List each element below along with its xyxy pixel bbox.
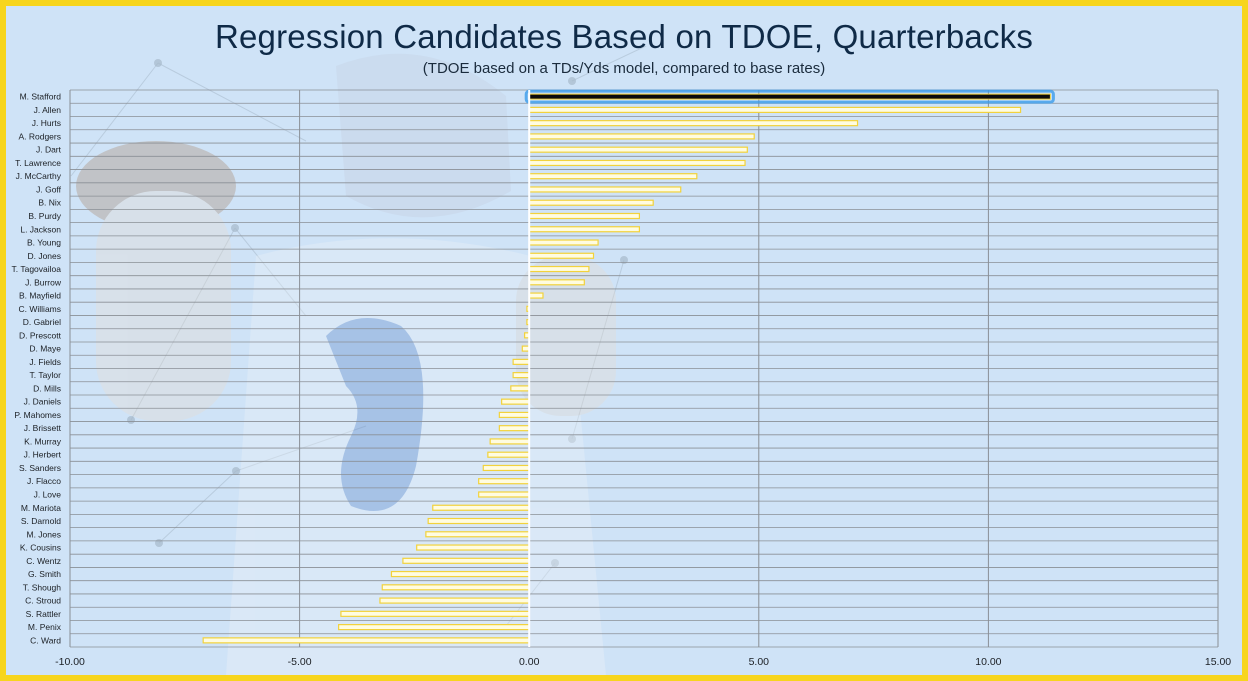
bar — [390, 570, 530, 578]
category-label: K. Cousins — [20, 543, 61, 553]
category-label: K. Murray — [24, 436, 62, 446]
bar — [512, 372, 530, 379]
bar — [528, 173, 698, 180]
bar — [528, 159, 746, 167]
category-label: J. Flacco — [27, 476, 61, 486]
bar — [381, 584, 530, 591]
category-label: J. Hurts — [32, 118, 61, 128]
bar — [202, 637, 530, 644]
category-label: J. Dart — [36, 145, 62, 155]
bar — [427, 517, 530, 525]
category-label: M. Penix — [28, 622, 62, 632]
bar — [528, 252, 595, 259]
category-label: P. Mahomes — [14, 410, 61, 420]
x-tick-label: -10.00 — [55, 656, 85, 668]
category-label: J. Allen — [34, 105, 62, 115]
bar — [528, 279, 585, 286]
category-label: J. Daniels — [24, 397, 61, 407]
bar — [528, 292, 544, 299]
category-label: C. Stroud — [25, 596, 61, 606]
bar — [528, 212, 641, 220]
category-label: M. Stafford — [20, 92, 62, 102]
bar — [498, 425, 530, 432]
category-label: B. Nix — [38, 198, 61, 208]
bar — [487, 451, 530, 458]
bar — [432, 504, 530, 511]
category-label: S. Darnold — [21, 516, 61, 526]
chart-subtitle: (TDOE based on a TDs/Yds model, compared… — [422, 60, 826, 77]
category-label: M. Mariota — [21, 503, 61, 513]
chart-title: Regression Candidates Based on TDOE, Qua… — [214, 18, 1034, 55]
bar — [478, 491, 530, 498]
bar — [521, 345, 530, 352]
category-label: T. Shough — [23, 582, 62, 592]
category-label: D. Gabriel — [23, 317, 61, 327]
category-label: J. McCarthy — [16, 171, 62, 181]
bar — [528, 106, 1022, 113]
background-artwork — [70, 45, 647, 675]
category-label: J. Burrow — [25, 277, 62, 287]
bar — [528, 265, 590, 273]
category-label: J. Brissett — [24, 423, 62, 433]
category-label: C. Williams — [19, 304, 62, 314]
bar — [528, 146, 748, 153]
bar — [338, 624, 530, 631]
bar — [528, 93, 1051, 100]
bar — [528, 226, 641, 233]
bar — [498, 411, 530, 419]
category-label: S. Sanders — [19, 463, 61, 473]
bar — [510, 385, 530, 392]
bar — [528, 120, 859, 127]
x-tick-label: 0.00 — [519, 656, 540, 668]
category-label: M. Jones — [27, 529, 62, 539]
x-tick-label: 5.00 — [749, 656, 770, 668]
category-label: J. Goff — [36, 184, 62, 194]
category-label: C. Wentz — [26, 556, 61, 566]
category-label: T. Tagovailoa — [12, 264, 62, 274]
x-tick-label: 10.00 — [975, 656, 1001, 668]
category-label: C. Ward — [30, 635, 61, 645]
category-label: J. Herbert — [24, 450, 62, 460]
bar — [528, 239, 599, 246]
category-label: D. Jones — [27, 251, 61, 261]
bar — [528, 199, 654, 206]
bar — [425, 531, 530, 538]
bar — [528, 186, 682, 193]
bar — [478, 478, 530, 485]
category-label: B. Mayfield — [19, 291, 61, 301]
category-label: T. Taylor — [30, 370, 62, 380]
category-label: G. Smith — [28, 569, 61, 579]
bar — [416, 544, 530, 551]
bar — [340, 610, 530, 617]
bar — [512, 358, 530, 365]
bar — [528, 133, 755, 140]
category-label: B. Young — [27, 238, 61, 248]
x-tick-label: 15.00 — [1205, 656, 1231, 668]
category-label: A. Rodgers — [18, 131, 61, 141]
bar-highlight-glow — [524, 89, 1055, 104]
category-label: S. Rattler — [26, 609, 62, 619]
x-tick-label: -5.00 — [288, 656, 312, 668]
category-label: D. Maye — [29, 344, 61, 354]
category-label: J. Fields — [29, 357, 61, 367]
category-label: J. Love — [34, 489, 62, 499]
bar-chart: M. Stafford J. Allen J. Hurts A. Rodgers J. … — [12, 89, 1231, 668]
bar — [379, 597, 530, 604]
category-label: T. Lawrence — [15, 158, 61, 168]
bar — [402, 557, 530, 564]
category-label: D. Mills — [33, 383, 61, 393]
category-label: D. Prescott — [19, 330, 62, 340]
bar — [482, 464, 530, 472]
bar — [489, 438, 530, 445]
category-label: B. Purdy — [28, 211, 61, 221]
category-label: L. Jackson — [20, 224, 61, 234]
bar — [501, 398, 530, 405]
